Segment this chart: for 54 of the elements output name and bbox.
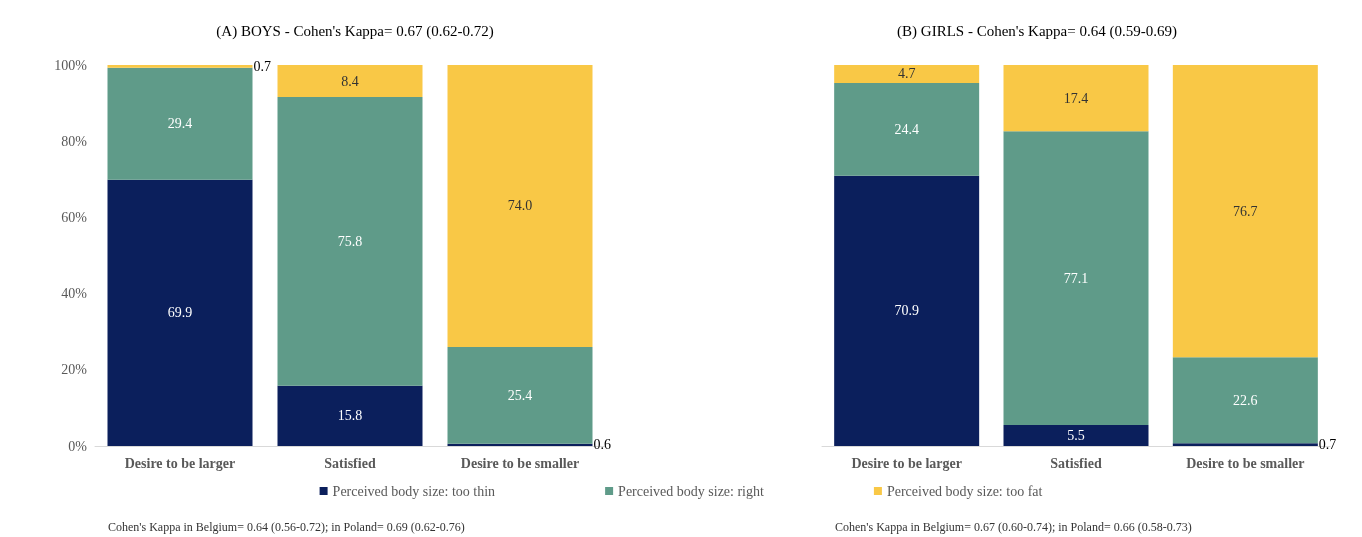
data-label: 77.1: [1063, 270, 1089, 286]
bar: [447, 346, 593, 444]
data-label: 69.9: [167, 305, 193, 321]
bar: [834, 65, 980, 83]
text: Cohen's Kappa in Belgium= 0.67 (0.60-0.74); in Poland= 0.66 (0.58-0.73): [835, 520, 1192, 534]
legend-label: Perceived body size: too thin: [332, 483, 496, 499]
bar: [1172, 443, 1318, 446]
bar: [277, 97, 423, 386]
x-tick-label: Satisfied: [1050, 455, 1102, 471]
x-tick-label: Desire to be smaller: [460, 455, 580, 471]
legend-label: Perceived body size: too fat: [886, 483, 1043, 499]
chart-title: (A) BOYS - Cohen's Kappa= 0.67 (0.62-0.72): [216, 22, 494, 40]
bar: [107, 67, 253, 180]
x-tick-label: Desire to be smaller: [1186, 455, 1305, 471]
bar: [107, 179, 253, 446]
text: Cohen's Kappa in Belgium= 0.64 (0.56-0.72); in Poland= 0.69 (0.62-0.76): [108, 520, 465, 534]
data-label: 15.8: [337, 408, 363, 424]
data-label: 0.6: [593, 437, 611, 453]
bar: [107, 65, 253, 68]
data-label: 29.4: [167, 116, 193, 132]
y-tick-label: 60%: [61, 209, 88, 225]
data-label: 0.7: [253, 58, 271, 74]
legend-label: Perceived body size: right: [618, 483, 765, 499]
data-label: 22.6: [1233, 392, 1258, 408]
data-label: 8.4: [341, 73, 359, 89]
bar: [277, 65, 423, 97]
data-label: 17.4: [1063, 90, 1089, 106]
data-label: 75.8: [337, 233, 363, 249]
data-label: 24.4: [894, 121, 919, 137]
bar: [1003, 131, 1149, 426]
bar: [834, 82, 980, 176]
bar: [1003, 65, 1149, 132]
bar: [447, 65, 593, 347]
data-label: 25.4: [507, 387, 533, 403]
data-label: 4.7: [897, 66, 916, 82]
bar: [1003, 425, 1149, 446]
y-tick-label: 20%: [61, 362, 88, 378]
data-label: 5.5: [1067, 428, 1085, 444]
data-label: 70.9: [894, 303, 919, 319]
data-label: 0.7: [1318, 437, 1337, 453]
y-tick-label: 0%: [68, 438, 88, 454]
x-tick-label: Desire to be larger: [124, 455, 236, 471]
bar: [1172, 357, 1318, 444]
data-label: 74.0: [507, 198, 533, 214]
bar: [277, 385, 423, 446]
x-tick-label: Desire to be larger: [851, 455, 962, 471]
y-tick-label: 40%: [61, 286, 88, 302]
chart-title: (B) GIRLS - Cohen's Kappa= 0.64 (0.59-0.69): [897, 22, 1177, 40]
data-label: 76.7: [1233, 203, 1258, 219]
bar: [834, 175, 980, 446]
bar: [1172, 65, 1318, 358]
x-tick-label: Satisfied: [324, 455, 376, 471]
y-tick-label: 100%: [54, 57, 88, 73]
y-tick-label: 80%: [61, 133, 88, 149]
